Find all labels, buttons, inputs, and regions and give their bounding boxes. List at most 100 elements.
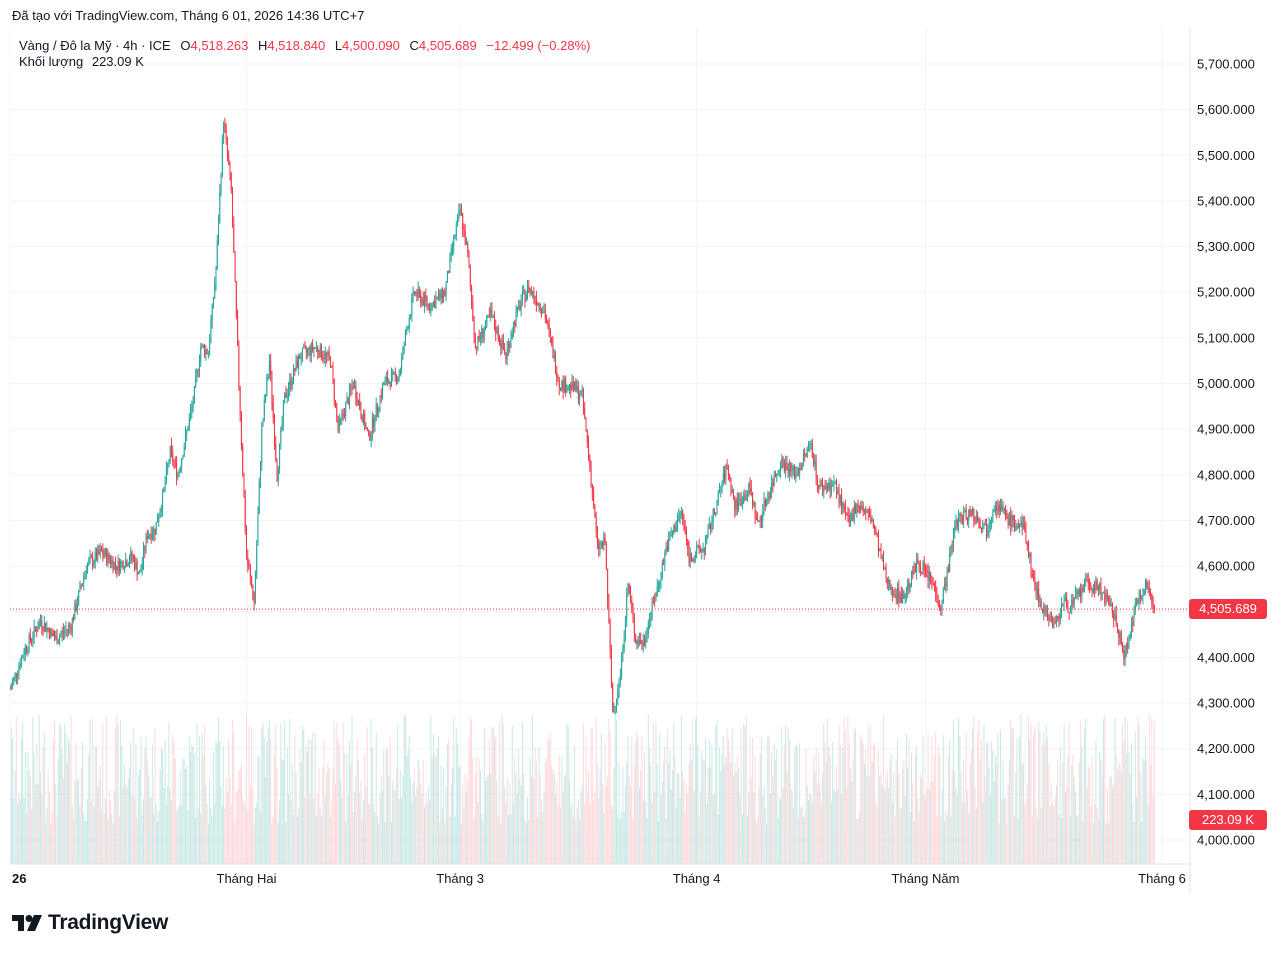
candle-body xyxy=(944,583,946,590)
candle xyxy=(654,593,656,608)
candle xyxy=(122,559,124,570)
volume-bar xyxy=(991,741,993,864)
candle xyxy=(1006,509,1008,520)
volume-bar xyxy=(760,737,762,864)
volume-bar xyxy=(148,774,150,864)
high-label: H xyxy=(257,38,268,53)
candle xyxy=(1033,569,1035,582)
candle-body xyxy=(656,586,658,596)
candle-body xyxy=(682,511,684,519)
volume-bar xyxy=(763,785,765,864)
candle-body xyxy=(956,519,958,527)
candle-body xyxy=(223,123,225,139)
candle xyxy=(1001,498,1003,512)
candle-body xyxy=(13,676,15,682)
candle xyxy=(532,290,534,299)
candle xyxy=(13,676,15,686)
candle-body xyxy=(385,377,387,380)
candle-body xyxy=(462,213,464,230)
volume-bar xyxy=(788,739,790,864)
candle-body xyxy=(127,564,129,566)
volume-bar xyxy=(1139,771,1141,864)
candle xyxy=(594,504,596,518)
candle-body xyxy=(221,138,223,176)
candle xyxy=(1058,613,1060,628)
volume-bar xyxy=(530,776,532,864)
candle-body xyxy=(594,508,596,517)
price-tick-label: 5,300.000 xyxy=(1197,239,1255,254)
volume-bar xyxy=(616,720,618,864)
candle-body xyxy=(97,549,99,561)
candle xyxy=(980,527,982,534)
candle xyxy=(1086,573,1088,582)
candle-body xyxy=(609,623,611,652)
candle-body xyxy=(945,583,947,587)
volume-bar xyxy=(336,722,338,864)
candle xyxy=(364,410,366,431)
candle-body xyxy=(220,175,222,192)
volume-bar xyxy=(438,736,440,864)
candle-body xyxy=(806,448,808,457)
volume-bar xyxy=(1081,746,1083,864)
candle xyxy=(341,409,343,425)
candle-body xyxy=(267,374,269,379)
candle-body xyxy=(585,417,587,431)
candle-body xyxy=(351,386,353,390)
volume-bar xyxy=(201,734,203,864)
candle xyxy=(201,343,203,349)
tradingview-logo[interactable]: TradingView xyxy=(12,911,168,935)
candle-body xyxy=(549,330,551,338)
volume-bar xyxy=(1077,814,1079,864)
candle xyxy=(1148,579,1150,597)
volume-bar xyxy=(162,750,164,864)
candle xyxy=(460,203,462,217)
volume-bar xyxy=(379,794,381,864)
candle-body xyxy=(752,492,754,506)
candle-body xyxy=(36,629,38,632)
candle xyxy=(342,408,344,421)
candle-body xyxy=(989,522,991,524)
candle xyxy=(553,348,555,362)
price-chart[interactable]: 4,000.0004,100.0004,200.0004,300.0004,40… xyxy=(10,28,1270,893)
candle xyxy=(524,288,526,308)
candle-body xyxy=(596,531,598,543)
candle xyxy=(744,489,746,502)
volume-bar xyxy=(76,780,78,864)
volume-bar xyxy=(300,762,302,864)
volume-bar xyxy=(362,800,364,864)
candle-body xyxy=(1095,580,1097,591)
volume-bar xyxy=(504,786,506,864)
volume-bar xyxy=(256,803,258,864)
candle-body xyxy=(560,387,562,391)
volume-bar xyxy=(1124,717,1126,864)
volume-bar xyxy=(928,788,930,864)
volume-bar xyxy=(692,719,694,864)
candle-body xyxy=(376,404,378,411)
volume-bar xyxy=(167,786,169,864)
candle xyxy=(52,629,54,637)
candle-body xyxy=(1002,509,1004,511)
candle xyxy=(778,469,780,477)
volume-bar xyxy=(771,752,773,864)
candle xyxy=(799,462,801,480)
volume-bar xyxy=(643,752,645,864)
candle-body xyxy=(228,154,230,165)
candle-body xyxy=(75,604,77,611)
candle xyxy=(1151,593,1153,610)
candle-body xyxy=(196,370,198,377)
volume-bar xyxy=(599,769,601,864)
volume-bar xyxy=(1021,764,1023,864)
candle xyxy=(499,334,501,346)
candle-body xyxy=(54,636,56,639)
volume-bar xyxy=(1043,732,1045,864)
candle-body xyxy=(101,549,103,551)
candle-body xyxy=(471,285,473,302)
candle-body xyxy=(870,516,872,522)
volume-bar xyxy=(633,765,635,864)
candle xyxy=(548,317,550,338)
candle xyxy=(781,453,783,470)
candle xyxy=(612,682,614,713)
candle xyxy=(650,611,652,628)
volume-bar xyxy=(865,749,867,864)
candle xyxy=(295,354,297,372)
